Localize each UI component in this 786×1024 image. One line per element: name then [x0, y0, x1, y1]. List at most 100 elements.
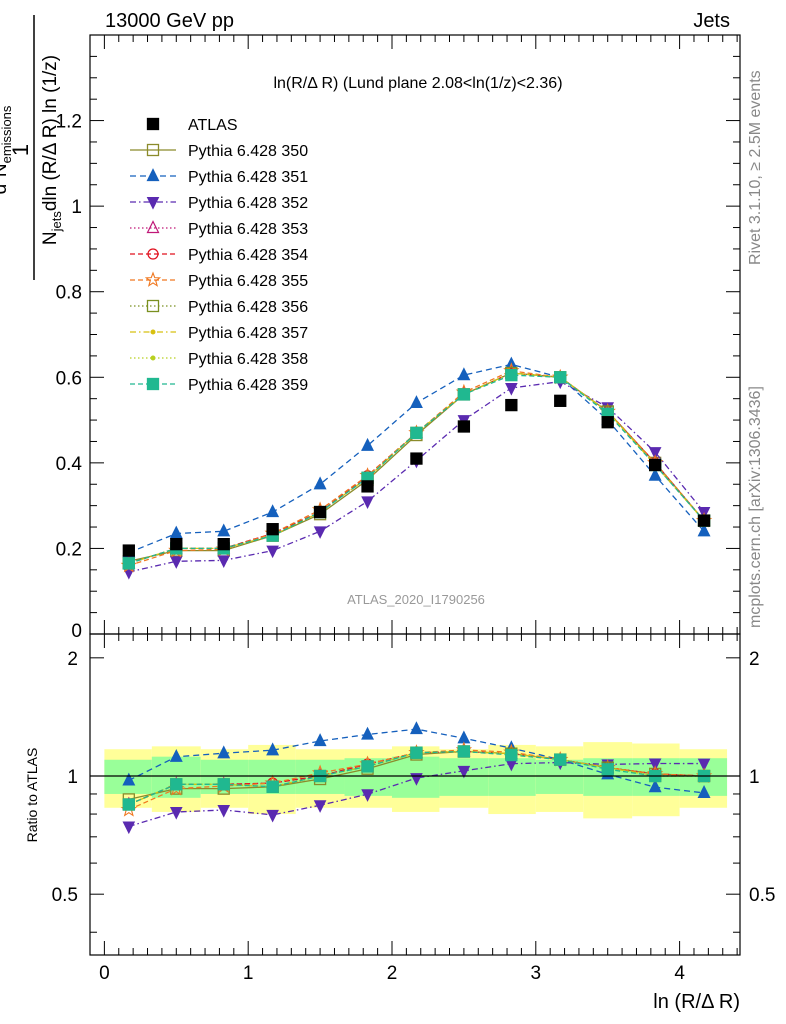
ratio-point: [266, 742, 280, 756]
ratio-panel-series: [90, 721, 740, 835]
series-point: [361, 437, 375, 451]
atlas-data-point: [122, 544, 135, 557]
series-point: [361, 496, 374, 509]
y-axis-title-numerator: 1: [8, 144, 33, 156]
ratio-point: [266, 780, 279, 793]
ratio-point: [169, 807, 183, 820]
series-point: [409, 395, 423, 409]
y-tick-label: 0.6: [56, 368, 82, 389]
series-point: [313, 526, 327, 539]
legend-marker: [150, 329, 156, 335]
side-label-bottom: mcplots.cern.ch [arXiv:1306.3436]: [747, 386, 764, 628]
legend-entry-356: Pythia 6.428 356: [130, 299, 308, 316]
legend-label: Pythia 6.428 358: [188, 351, 308, 368]
x-tick-label: 4: [674, 963, 685, 984]
series-point: [266, 545, 279, 559]
ratio-tick-label: 2: [67, 649, 78, 670]
ratio-tick-label-right: 0.5: [749, 885, 775, 906]
ratio-point: [122, 772, 136, 786]
atlas-data-point: [601, 416, 614, 429]
legend-entry-358: Pythia 6.428 358: [130, 351, 308, 368]
series-point: [457, 388, 471, 401]
ratio-point: [122, 821, 136, 835]
atlas-data-point: [361, 480, 374, 493]
watermark: ATLAS_2020_I1790256: [347, 592, 485, 607]
header-right: Jets: [693, 10, 730, 32]
atlas-data-point: [554, 394, 567, 407]
legend-entry-352: Pythia 6.428 352: [130, 195, 308, 212]
ratio-point: [601, 763, 614, 776]
legend-entry-atlas: ATLAS: [146, 117, 238, 134]
legend-label: Pythia 6.428 355: [188, 273, 308, 290]
ratio-point: [410, 746, 423, 759]
ratio-point: [217, 778, 230, 791]
ratio-point: [361, 760, 374, 773]
legend-label: ATLAS: [188, 117, 238, 134]
series-point: [697, 523, 711, 537]
legend-entry-359: Pythia 6.428 359: [130, 377, 308, 394]
series-point: [217, 523, 231, 537]
ratio-point: [266, 809, 279, 823]
axes: 0 1 2 3 4 0.2 0.4 0.6 0.8 1 1.2 0 0.5 0.5 1 1 2 2: [52, 34, 775, 984]
legend-marker: [146, 377, 160, 391]
legend-label: Pythia 6.428 351: [188, 169, 308, 186]
chart-title: ln(R/Δ R) (Lund plane 2.08<ln(1/z)<2.36): [273, 75, 562, 92]
y-axis-title-denominator: Njetsdln (R/Δ R) ln (1/z): [40, 55, 64, 245]
ratio-point: [170, 778, 183, 791]
legend-entry-351: Pythia 6.428 351: [130, 168, 308, 186]
ratio-point: [313, 800, 327, 813]
ratio-point: [697, 785, 711, 799]
legend-label: Pythia 6.428 350: [188, 143, 308, 160]
ratio-point: [313, 733, 327, 747]
series-point: [217, 555, 231, 569]
ratio-frame: [89, 633, 741, 956]
atlas-data-point: [313, 505, 327, 519]
header-left: 13000 GeV pp: [105, 10, 234, 32]
series-point: [554, 371, 567, 384]
atlas-data-point: [217, 538, 230, 551]
ratio-point: [457, 730, 471, 744]
main-panel-series: [120, 356, 713, 580]
ratio-point: [217, 745, 231, 759]
y-tick-label: 0.2: [56, 539, 82, 560]
series-point: [648, 447, 662, 460]
legend-label: Pythia 6.428 354: [188, 247, 308, 264]
ratio-point: [122, 798, 135, 811]
ratio-point: [648, 779, 662, 793]
legend-entry-354: Pythia 6.428 354: [130, 247, 308, 264]
legend-marker: [146, 117, 160, 131]
series-point: [266, 504, 280, 518]
ratio-point: [169, 748, 183, 762]
atlas-data-point: [170, 538, 183, 551]
ratio-point: [457, 745, 471, 758]
y-tick-label-zero: 0: [71, 621, 82, 642]
ratio-point: [697, 758, 711, 772]
y-tick-label: 0.8: [56, 283, 82, 304]
legend-entry-353: Pythia 6.428 353: [130, 220, 308, 238]
series-point: [457, 367, 471, 381]
legend-entry-357: Pythia 6.428 357: [130, 325, 308, 342]
y-axis-title: 1 Njetsdln (R/Δ R) ln (1/z) d2Nemissions: [0, 15, 64, 280]
atlas-data-point: [649, 458, 662, 472]
y-tick-label: 1.2: [56, 112, 82, 133]
legend-entry-350: Pythia 6.428 350: [130, 143, 308, 160]
legend-label: Pythia 6.428 359: [188, 377, 308, 394]
ratio-point: [217, 805, 231, 818]
legend-marker: [146, 143, 160, 157]
series-point: [313, 476, 327, 490]
atlas-data-point: [266, 523, 279, 536]
legend-marker: [150, 355, 156, 361]
x-tick-label: 3: [531, 963, 542, 984]
series-point: [169, 556, 183, 569]
atlas-data-point: [410, 452, 423, 465]
y-tick-label: 0.4: [56, 454, 83, 475]
series-point: [505, 368, 518, 382]
ratio-tick-label: 0.5: [52, 885, 78, 906]
atlas-data: [122, 394, 711, 557]
y-tick-label: 1: [71, 197, 82, 218]
legend-label: Pythia 6.428 353: [188, 221, 308, 238]
series-point: [648, 467, 662, 481]
legend: ATLAS Pythia 6.428 350 Pythia 6.428 351 Pyt…: [130, 117, 308, 394]
ratio-tick-label-right: 2: [749, 649, 760, 670]
atlas-data-point: [697, 514, 711, 527]
